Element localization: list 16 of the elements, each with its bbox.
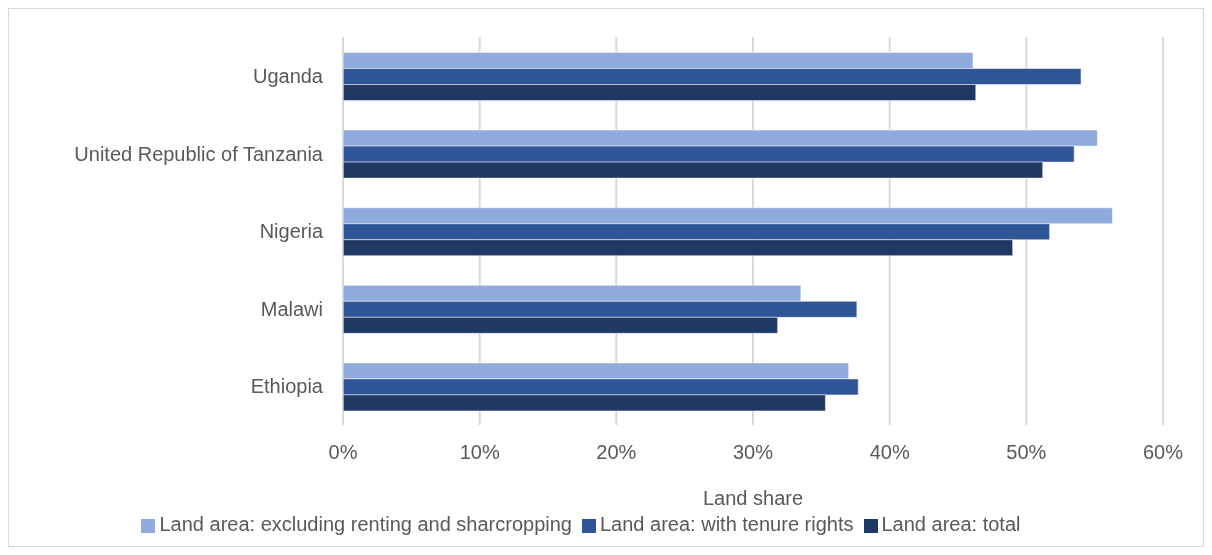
x-tick-label: 10%: [459, 441, 500, 464]
x-tick-label: 40%: [869, 441, 910, 464]
x-tick-label: 0%: [328, 441, 358, 464]
y-tick-label: Ethiopia: [250, 375, 324, 398]
legend-label: Land area: with tenure rights: [600, 513, 854, 535]
x-tick-label: 30%: [732, 441, 774, 464]
y-tick-label: Uganda: [252, 64, 324, 87]
x-tick-label: 60%: [1142, 441, 1184, 464]
x-tick-label: 20%: [596, 441, 637, 464]
y-tick-label: Malawi: [260, 297, 323, 320]
y-tick-label: Nigeria: [259, 220, 324, 243]
legend-label: Land area: total: [881, 513, 1021, 535]
y-tick-label: United Republic of Tanzania: [74, 142, 324, 165]
legend-label: Land area: excluding renting and sharcropping: [159, 513, 572, 535]
x-tick-label: 50%: [1006, 441, 1047, 464]
x-axis-title: Land share: [702, 487, 804, 509]
